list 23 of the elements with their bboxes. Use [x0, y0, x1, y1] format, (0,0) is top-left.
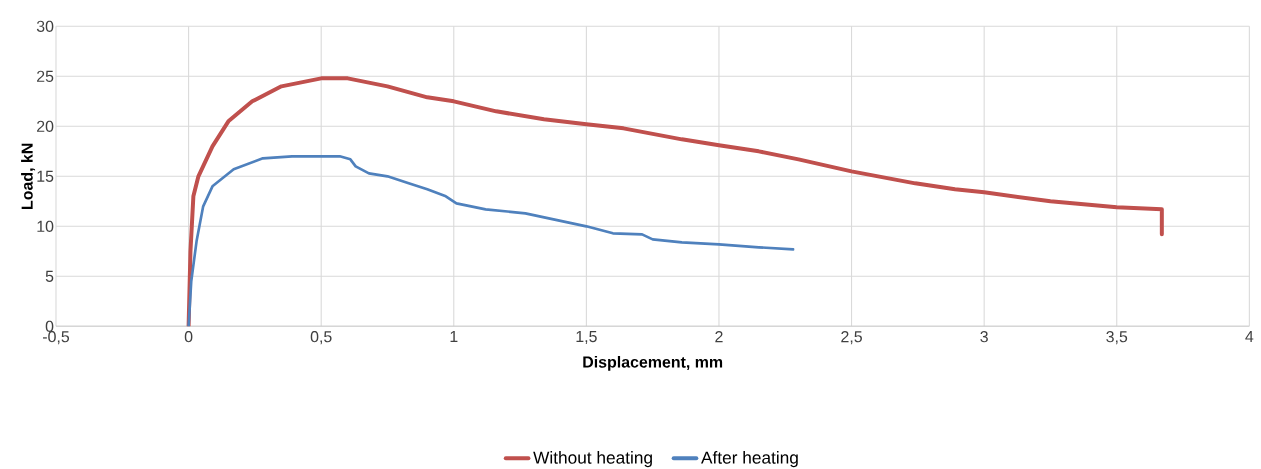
x-tick-label: 0	[184, 331, 193, 343]
y-tick-label: 25	[37, 70, 54, 82]
y-tick-label: 10	[37, 220, 54, 232]
y-axis-title: Load, kN	[21, 143, 36, 209]
line-series	[186, 76, 1164, 327]
y-tick-label: 0	[45, 320, 54, 332]
legend-label: After heating	[701, 451, 798, 468]
x-tick-label: 1,5	[576, 331, 597, 345]
x-tick-label: 2,5	[841, 331, 862, 345]
line-series	[187, 155, 795, 327]
x-tick-label: 4	[1245, 331, 1254, 342]
y-tick-label: 5	[45, 270, 54, 282]
x-tick-label: 2	[715, 331, 723, 343]
x-tick-label: 3	[980, 331, 988, 343]
x-axis-title: Displacement, mm	[583, 355, 723, 371]
x-tick-label: -0,5	[42, 331, 70, 345]
x-tick-label: 0,5	[310, 331, 332, 345]
legend-label: Without heating	[533, 451, 652, 468]
x-tick-label: 3,5	[1106, 331, 1128, 345]
y-tick-label: 20	[37, 120, 54, 132]
x-tick-label: 1	[450, 331, 458, 342]
y-tick-label: 30	[36, 20, 54, 32]
y-tick-label: 15	[37, 170, 54, 182]
